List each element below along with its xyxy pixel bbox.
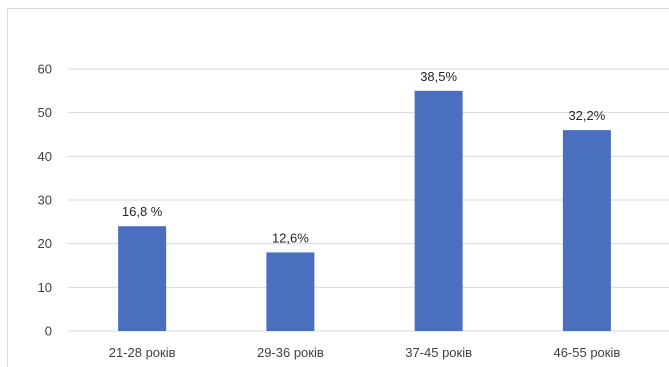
y-tick-label: 40 (38, 149, 52, 164)
y-tick-label: 50 (38, 105, 52, 120)
category-label: 21-28 років (109, 345, 176, 360)
category-label: 37-45 років (405, 345, 472, 360)
category-label: 46-55 років (553, 345, 620, 360)
data-label: 12,6% (272, 230, 309, 245)
data-label: 16,8 % (122, 204, 163, 219)
bar (562, 130, 611, 331)
y-tick-label: 10 (38, 280, 52, 295)
chart-frame (7, 8, 669, 367)
bar (118, 226, 167, 331)
data-label: 32,2% (568, 108, 605, 123)
y-tick-label: 30 (38, 193, 52, 208)
data-label: 38,5% (420, 69, 457, 84)
y-tick-label: 0 (45, 324, 52, 339)
bar (266, 252, 315, 331)
y-tick-label: 60 (38, 62, 52, 77)
category-label: 29-36 років (257, 345, 324, 360)
bar (414, 90, 463, 331)
y-tick-label: 20 (38, 236, 52, 251)
